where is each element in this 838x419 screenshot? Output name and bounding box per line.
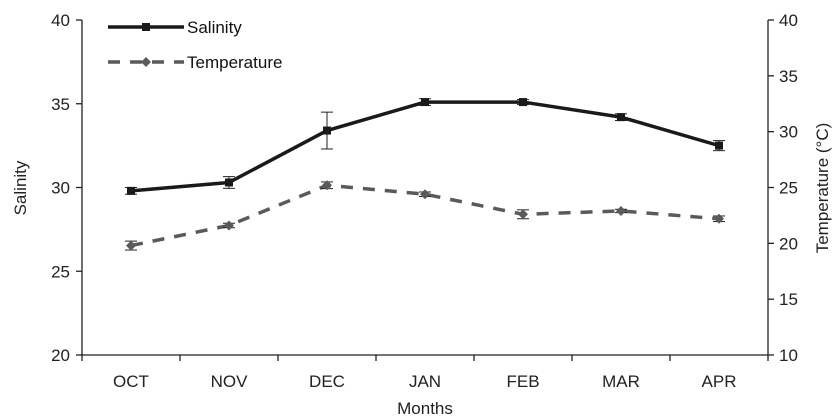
- legend-marker-temperature: [141, 57, 151, 67]
- left-y-tick-label: 20: [51, 346, 70, 365]
- left-y-tick-label: 40: [51, 11, 70, 30]
- legend-item-temperature: Temperature: [108, 53, 282, 72]
- x-tick-label: APR: [702, 372, 737, 391]
- left-y-tick-label: 35: [51, 95, 70, 114]
- x-tick-label: MAR: [602, 372, 640, 391]
- legend-label-temperature: Temperature: [187, 53, 282, 72]
- left-y-axis-title: Salinity: [11, 160, 30, 215]
- data-point: [518, 209, 528, 220]
- x-tick-label: DEC: [309, 372, 345, 391]
- legend-label-salinity: Salinity: [187, 18, 242, 37]
- data-point: [616, 205, 626, 216]
- right-y-tick-label: 25: [779, 179, 798, 198]
- data-point: [715, 141, 723, 150]
- data-point: [225, 178, 233, 187]
- legend-item-salinity: Salinity: [108, 18, 242, 37]
- data-point: [323, 126, 331, 135]
- right-y-tick-label: 40: [779, 11, 798, 30]
- x-tick-label: NOV: [211, 372, 249, 391]
- x-tick-label: FEB: [506, 372, 539, 391]
- data-point: [714, 213, 724, 224]
- data-point: [617, 113, 625, 122]
- series-layer: [125, 98, 725, 251]
- series-temperature: [125, 180, 725, 251]
- right-y-tick-label: 15: [779, 290, 798, 309]
- right-y-tick-label: 35: [779, 67, 798, 86]
- right-y-tick-label: 30: [779, 123, 798, 142]
- left-y-tick-label: 30: [51, 179, 70, 198]
- right-y-tick-label: 20: [779, 234, 798, 253]
- data-point: [126, 240, 136, 251]
- data-point: [519, 98, 527, 107]
- data-point: [127, 186, 135, 195]
- data-point: [421, 98, 429, 107]
- right-y-tick-label: 10: [779, 346, 798, 365]
- series-salinity: [125, 98, 725, 195]
- left-y-tick-label: 25: [51, 262, 70, 281]
- right-y-axis-title: Temperature (°C): [813, 123, 832, 254]
- series-line-salinity: [130, 100, 720, 193]
- legend: Salinity Temperature: [108, 18, 282, 72]
- data-point: [420, 189, 430, 200]
- data-point: [224, 220, 234, 231]
- data-point: [322, 180, 332, 191]
- x-axis-title: Months: [397, 399, 453, 418]
- x-tick-label: JAN: [409, 372, 441, 391]
- ticks: 20 25 30 35 40 10 15 20 25 30 35 40 OCT NOV DEC JAN FEB M…: [51, 11, 798, 391]
- legend-marker-salinity: [142, 23, 150, 31]
- x-tick-label: OCT: [113, 372, 149, 391]
